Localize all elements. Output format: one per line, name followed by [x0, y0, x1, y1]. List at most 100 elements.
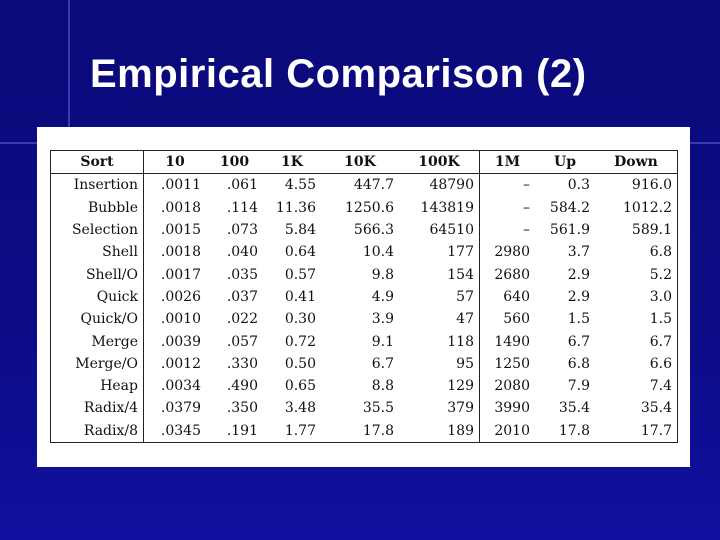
row-label: Heap	[50, 374, 144, 398]
row-label: Quick	[50, 285, 144, 309]
table-cell: .114	[226, 199, 258, 216]
slide-title: Empirical Comparison (2)	[90, 52, 587, 96]
table-cell: 447.7	[353, 177, 394, 194]
table-cell: 916.0	[595, 173, 678, 197]
table-cell: –	[523, 177, 530, 194]
table-cell: 6.8	[567, 355, 590, 372]
table-row: Selection .0015 .073 5.84 566.3 64510 – 561.9 58…	[50, 218, 678, 242]
table-cell: .0018	[160, 199, 201, 216]
table-cell: .0012	[160, 355, 201, 372]
header-cell: 1K	[263, 149, 321, 175]
header-cell: 10	[143, 149, 206, 175]
header-cell: Sort	[50, 149, 144, 175]
table-row: Merge/O .0012 .330 0.50 6.7 95 1250 6.8 6.6	[50, 352, 678, 375]
table-cell: 5.84	[284, 222, 316, 239]
table-cell: 566.3	[353, 222, 394, 239]
table-cell: 0.57	[284, 266, 316, 283]
row-label: Merge	[50, 330, 144, 353]
table-cell: .040	[226, 244, 258, 261]
table-row: Radix/8.0345.191 1.77 17.8 189 2010 17.8 17.7	[50, 419, 678, 443]
table-cell: 177	[399, 241, 480, 264]
table-cell: 17.8	[535, 419, 595, 443]
table-cell: .0017	[160, 266, 201, 283]
table-cell: 35.4	[558, 400, 590, 417]
table-cell: .0015	[160, 222, 201, 239]
table-cell: 9.8	[371, 266, 394, 283]
table-cell: 0.41	[284, 288, 316, 305]
table-cell: 0.3	[567, 177, 590, 194]
table-cell: 48790	[399, 173, 480, 197]
table-row: Merge .0039 .057 0.72 9.1 118 1490 6.7 6.7	[50, 330, 678, 353]
table-cell: 6.7	[567, 333, 590, 350]
table-cell: 2.9	[567, 288, 590, 305]
table-cell: 7.4	[595, 374, 678, 398]
table-cell: 6.6	[595, 352, 678, 375]
table-cell: 35.5	[362, 400, 394, 417]
table-cell: 3.7	[567, 244, 590, 261]
header-cell: Up	[535, 149, 595, 175]
table-cell: .0011	[160, 177, 201, 194]
table-cell: –	[523, 222, 530, 239]
table-cell: 57	[399, 285, 480, 309]
table-cell: 35.4	[595, 397, 678, 420]
table-panel: Sort 10 100 1K 10K 100K 1M Up Down Insertion .0011…	[37, 127, 690, 467]
decor-line	[68, 0, 70, 135]
table-row: Shell .0018 .040 0.64 10.4 177 2980 3.7 6.8	[50, 241, 678, 264]
table-cell: 1250.6	[345, 199, 394, 216]
table-cell: 1250	[494, 355, 530, 372]
table-cell: 143819	[399, 196, 480, 219]
table-cell: 17.8	[321, 419, 399, 443]
table-cell: .035	[226, 266, 258, 283]
row-label: Selection	[50, 218, 144, 242]
header-cell: 10K	[321, 149, 399, 175]
table-cell: –	[523, 199, 530, 216]
table-row: Heap .0034 .490 0.65 8.8 129 2080 7.9 7.4	[50, 374, 678, 398]
row-label: Insertion	[50, 173, 144, 197]
table-row: Bubble .0018 .114 11.36 1250.6 143819 – 584.2 10…	[50, 196, 678, 219]
table-row: Shell/O .0017 .035 0.57 9.8 154 2680 2.9 5.2	[50, 263, 678, 286]
table-cell: 10.4	[362, 244, 394, 261]
row-label: Radix/8	[50, 419, 144, 443]
table-cell: 64510	[399, 218, 480, 242]
header-cell: 100	[206, 149, 263, 175]
table-cell: 118	[399, 330, 480, 353]
table-cell: .330	[226, 355, 258, 372]
row-label: Quick/O	[50, 308, 144, 331]
table-cell: 6.8	[595, 241, 678, 264]
table-cell: 379	[399, 397, 480, 420]
table-cell: 2080	[494, 378, 530, 395]
table-cell: 4.55	[284, 177, 316, 194]
table-cell: 3.9	[371, 311, 394, 328]
table-cell: 1490	[494, 333, 530, 350]
row-label: Radix/4	[50, 397, 144, 420]
table-row: Quick .0026 .037 0.41 4.9 57 640 2.9 3.0	[50, 285, 678, 309]
table-cell: 3990	[494, 400, 530, 417]
table-cell: 129	[399, 374, 480, 398]
table-cell: 3.48	[284, 400, 316, 417]
table-cell: 6.7	[371, 355, 394, 372]
table-cell: .0026	[160, 288, 201, 305]
table-cell: 3.0	[595, 285, 678, 309]
table-cell: 7.9	[567, 378, 590, 395]
table-row: Quick/O .0010 .022 0.30 3.9 47 560 1.5 1.5	[50, 308, 678, 331]
table-cell: 8.8	[371, 378, 394, 395]
table-cell: .350	[226, 400, 258, 417]
table-cell: .0039	[160, 333, 201, 350]
table-row: Radix/4 .0379 .350 3.48 35.5 379 3990 35.4 35.4	[50, 397, 678, 420]
table-cell: 6.7	[595, 330, 678, 353]
table-cell: .057	[226, 333, 258, 350]
table-cell: 1.5	[595, 308, 678, 331]
table-cell: 1.77	[263, 419, 321, 443]
table-cell: 0.72	[284, 333, 316, 350]
table-cell: 640	[503, 288, 530, 305]
table-cell: 584.2	[549, 199, 590, 216]
table-cell: 2.9	[567, 266, 590, 283]
table-cell: 560	[503, 311, 530, 328]
table: Sort 10 100 1K 10K 100K 1M Up Down Insertion .0011…	[50, 149, 678, 443]
table-cell: 2980	[494, 244, 530, 261]
header-row: Sort 10 100 1K 10K 100K 1M Up Down	[50, 149, 678, 175]
table-cell: .490	[226, 378, 258, 395]
table-cell: 11.36	[275, 199, 316, 216]
row-label: Merge/O	[50, 352, 144, 375]
table-cell: .061	[226, 177, 258, 194]
